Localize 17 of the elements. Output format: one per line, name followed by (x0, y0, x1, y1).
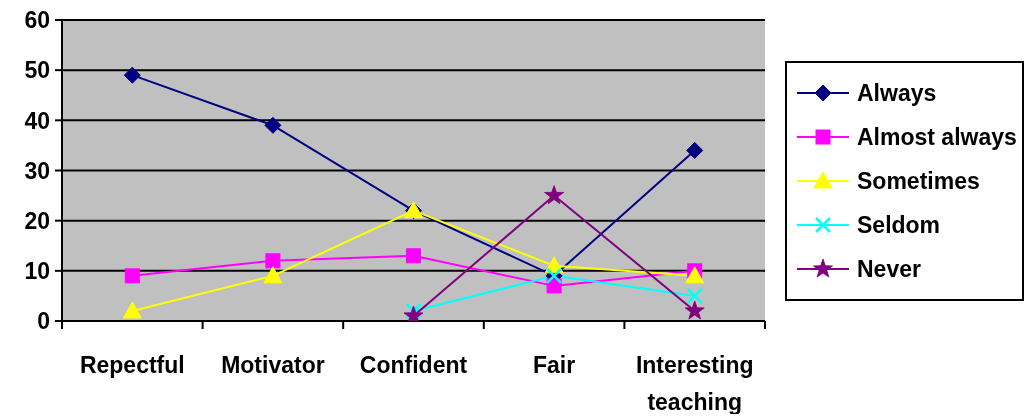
x-tick-label: Fair (533, 352, 576, 378)
y-tick-label: 20 (24, 207, 50, 234)
legend-label: Sometimes (857, 167, 980, 195)
y-tick-label: 0 (37, 308, 50, 335)
y-tick-label: 40 (24, 107, 50, 134)
x-tick-label: Interesting teaching (635, 352, 754, 415)
legend-label: Never (857, 255, 921, 283)
y-tick-label: 30 (24, 157, 50, 184)
y-tick-label: 50 (24, 57, 50, 84)
y-tick-label: 10 (24, 258, 50, 285)
x-tick-label: Repectful (79, 352, 185, 378)
legend-label: Almost always (857, 123, 1017, 151)
legend-label: Seldom (857, 211, 941, 239)
legend-label: Always (857, 79, 937, 107)
x-tick-label: Confident (359, 352, 468, 378)
x-tick-label: Motivator (221, 352, 325, 378)
y-tick-label: 60 (24, 7, 50, 34)
